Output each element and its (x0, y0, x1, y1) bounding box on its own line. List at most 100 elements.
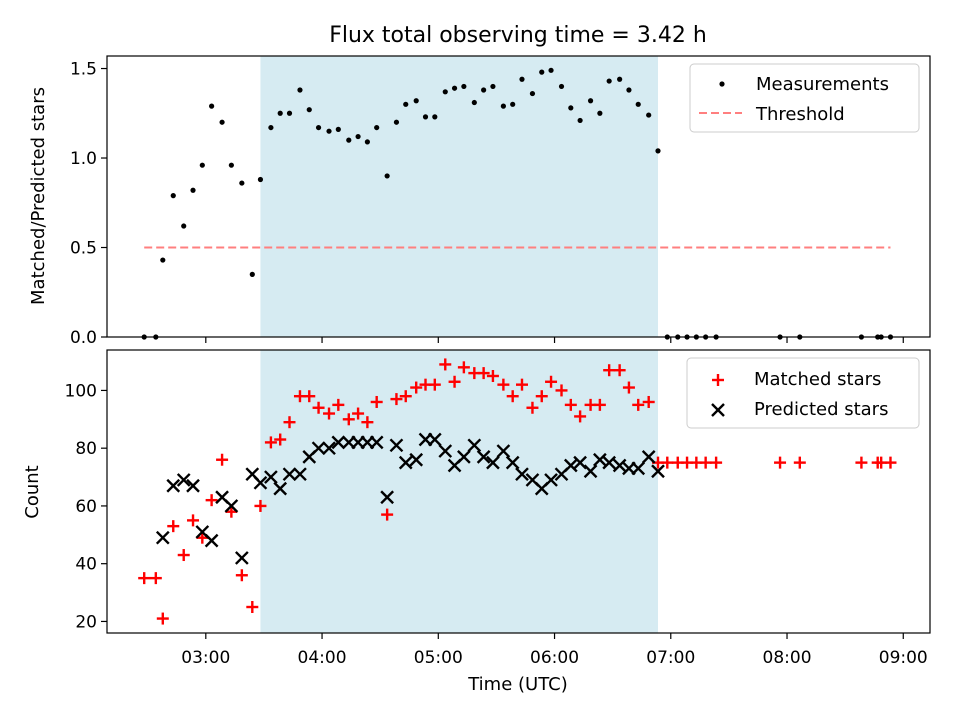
predicted-stars-point (651, 464, 665, 479)
predicted-stars-point (389, 438, 404, 453)
matched-stars-point (187, 514, 200, 527)
predicted-stars-point (369, 435, 384, 450)
matched-stars-point (167, 520, 180, 533)
measurements-point (346, 137, 352, 143)
measurements-point (442, 89, 448, 95)
measurements-point (209, 103, 215, 109)
measurements-point (257, 176, 264, 183)
matched-stars-point (515, 378, 528, 391)
predicted-stars-point (224, 499, 239, 513)
predicted-stars-point (496, 444, 511, 458)
matched-stars-point (246, 601, 259, 614)
y-tick-label: 20 (75, 612, 97, 632)
matched-stars-point (477, 367, 490, 380)
measurements-point (249, 271, 255, 277)
matched-stars-point (177, 549, 190, 562)
measurements-point (199, 162, 205, 168)
matched-stars-point (526, 401, 539, 414)
measurements-point (655, 148, 661, 154)
x-tick-label: 08:00 (763, 648, 812, 668)
matched-stars-point (149, 572, 162, 585)
matched-stars-point (312, 401, 325, 414)
bottom-panel: 20 40 60 80 100 03:00 04:00 05:00 06:00 07:00 08:0… (22, 349, 931, 668)
predicted-stars-point (563, 458, 578, 473)
matched-stars-point (274, 433, 287, 446)
measurements-point (335, 126, 341, 132)
measurements-point (355, 133, 361, 140)
observing-window-top (260, 56, 658, 337)
predicted-stars-point (166, 478, 181, 493)
y-tick-label: 60 (75, 497, 97, 517)
y-tick-label: 0.5 (70, 239, 97, 259)
top-plot-frame (106, 55, 931, 338)
matched-stars-point (205, 494, 218, 507)
measurements-point (646, 112, 652, 118)
measurements-point (635, 101, 641, 107)
matched-stars-point (225, 505, 238, 518)
matched-stars-point (254, 499, 267, 512)
measurements-point (326, 128, 332, 134)
measurements-point (422, 114, 429, 120)
bottom-legend: Matched stars Predicted stars (686, 357, 920, 429)
matched-stars-point (323, 407, 336, 420)
x-tick-label: 03:00 (181, 648, 230, 668)
bottom-legend-box (686, 357, 920, 429)
matched-stars-point (342, 413, 355, 426)
matched-stars-point (399, 390, 412, 403)
measurements-point (181, 223, 187, 229)
matched-stars-point (352, 407, 365, 420)
measurements-point (219, 119, 225, 125)
measurements-point (597, 110, 603, 116)
measurements-point (393, 119, 400, 125)
x-tick-label: 09:00 (879, 648, 928, 668)
predicted-stars-point (409, 452, 424, 467)
chart-title: Flux total observing time = 3.42 h (329, 23, 707, 48)
predicted-stars-point (602, 455, 617, 470)
matched-stars-point (710, 456, 723, 469)
predicted-stars-point (612, 458, 627, 473)
matched-stars-point (564, 398, 577, 411)
legend-matched-label: Matched stars (754, 369, 881, 390)
matched-stars-point (793, 456, 806, 469)
measurements-point (539, 69, 545, 75)
predicted-stars-point (631, 461, 646, 476)
x-tick-label: 05:00 (414, 648, 463, 668)
top-legend: Measurements Threshold (689, 63, 920, 133)
matched-stars-point (439, 358, 452, 371)
top-legend-box (689, 63, 920, 133)
matched-stars-point (390, 393, 403, 406)
predicted-stars-point (273, 481, 288, 496)
measurements-point (306, 107, 312, 113)
matched-stars-point (603, 364, 616, 377)
measurements-point (451, 85, 458, 91)
predicted-stars-point (457, 449, 471, 464)
observing-window-bottom (260, 350, 658, 633)
measurements-point (519, 76, 525, 82)
predicted-stars-point (322, 441, 336, 456)
measurements-point (587, 98, 594, 104)
matched-stars-point (235, 569, 248, 582)
measurements-point (481, 87, 487, 93)
measurements-point (626, 87, 632, 93)
measurements-point (364, 139, 370, 145)
y-tick-label: 1.5 (70, 60, 97, 80)
predicted-stars-point (331, 435, 346, 450)
predicted-stars-point (573, 455, 587, 470)
measurements-point (403, 101, 409, 107)
predicted-stars-point (176, 473, 191, 487)
measurements-point (617, 76, 623, 82)
matched-stars-point (555, 384, 568, 397)
measurements-point (228, 162, 234, 168)
predicted-stars-point (583, 464, 598, 479)
matched-stars-point (774, 456, 787, 469)
matched-stars-point (216, 453, 229, 466)
predicted-stars-point (544, 473, 558, 487)
measurements-point (606, 78, 612, 84)
measurements-point (490, 83, 496, 90)
x-tick-label: 04:00 (298, 648, 347, 668)
matched-stars-point (632, 398, 645, 411)
x-axis-label: Time (UTC) (467, 674, 568, 695)
matched-stars-point (497, 378, 510, 391)
bottom-y-axis-label: Count (22, 465, 43, 518)
